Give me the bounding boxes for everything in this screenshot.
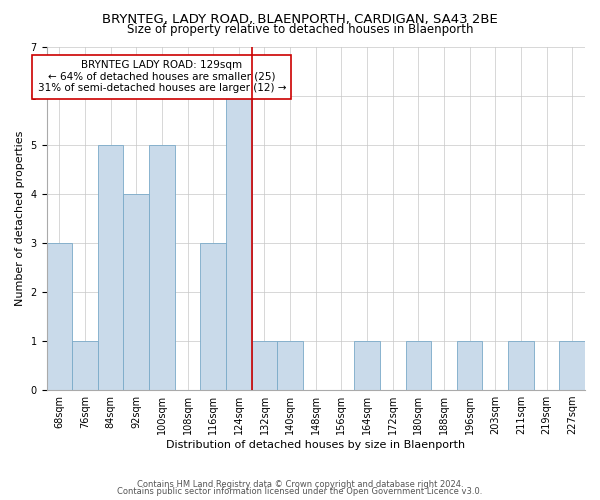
Text: Contains public sector information licensed under the Open Government Licence v3: Contains public sector information licen… — [118, 487, 482, 496]
Bar — [559, 341, 585, 390]
Bar — [124, 194, 149, 390]
Bar — [508, 341, 534, 390]
Bar — [72, 341, 98, 390]
Bar — [277, 341, 303, 390]
Bar — [354, 341, 380, 390]
Text: BRYNTEG LADY ROAD: 129sqm
← 64% of detached houses are smaller (25)
31% of semi-: BRYNTEG LADY ROAD: 129sqm ← 64% of detac… — [38, 60, 286, 94]
Bar — [47, 243, 72, 390]
Text: Size of property relative to detached houses in Blaenporth: Size of property relative to detached ho… — [127, 22, 473, 36]
Bar — [251, 341, 277, 390]
Bar — [200, 243, 226, 390]
Bar — [226, 96, 251, 390]
Bar — [98, 144, 124, 390]
Bar — [457, 341, 482, 390]
Text: BRYNTEG, LADY ROAD, BLAENPORTH, CARDIGAN, SA43 2BE: BRYNTEG, LADY ROAD, BLAENPORTH, CARDIGAN… — [102, 12, 498, 26]
Text: Contains HM Land Registry data © Crown copyright and database right 2024.: Contains HM Land Registry data © Crown c… — [137, 480, 463, 489]
Y-axis label: Number of detached properties: Number of detached properties — [15, 130, 25, 306]
Bar — [149, 144, 175, 390]
X-axis label: Distribution of detached houses by size in Blaenporth: Distribution of detached houses by size … — [166, 440, 466, 450]
Bar — [406, 341, 431, 390]
